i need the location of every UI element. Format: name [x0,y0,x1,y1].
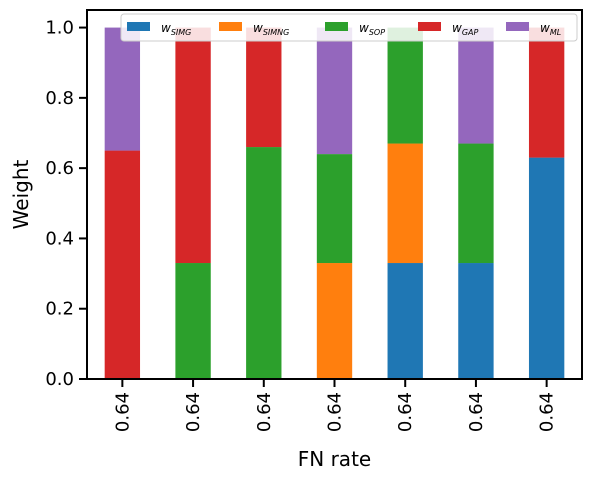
y-tick-label: 0.2 [45,299,74,320]
legend: wSIMG wSIMNG wSOP wGAP wML [120,13,578,42]
x-tick-label: 0.64 [112,392,133,432]
y-tick-label: 0.0 [45,369,74,390]
bar-ml-3 [316,27,353,155]
x-tick-label: 0.64 [183,392,204,432]
bar-sop-4 [387,27,423,144]
y-tick-label: 0.8 [45,88,74,109]
bar-simg-6 [528,157,565,379]
legend-swatch-sop [325,22,348,31]
legend-box [120,13,578,42]
x-tick-label: 0.64 [254,392,275,432]
legend-swatch-ml [506,22,529,31]
legend-label-ml: wML [540,21,561,37]
bar-sop-2 [246,147,282,379]
bar-simng-3 [316,263,353,379]
x-tick-label: 0.64 [466,392,487,432]
y-axis: 0.0 0.2 0.4 0.6 0.8 1.0 [45,18,87,390]
bar-gap-2 [246,27,282,148]
legend-label-simg: wSIMG [161,21,191,37]
bar-simng-4 [387,143,423,264]
bar-gap-0 [104,150,141,379]
x-tick-label: 0.64 [395,392,416,432]
y-tick-label: 0.6 [45,158,74,179]
y-tick-label: 0.4 [45,228,74,249]
bar-gap-1 [175,27,211,264]
bar-sop-1 [175,263,211,379]
x-tick-label: 0.64 [537,392,558,432]
bars-layer [104,27,565,379]
bar-sop-5 [458,143,494,264]
x-axis-label: FN rate [298,447,371,471]
bar-simg-4 [387,263,423,379]
legend-swatch-simng [219,22,242,31]
legend-label-gap: wGAP [452,21,479,37]
plot-frame [86,9,583,380]
x-tick-label: 0.64 [325,392,346,432]
y-axis-label: Weight [9,160,33,230]
x-axis: 0.64 0.64 0.64 0.64 0.64 0.64 0.64 [112,379,558,432]
bar-gap-6 [528,27,565,158]
y-tick-label: 1.0 [45,18,74,39]
bar-simg-5 [458,263,494,379]
legend-label-simng: wSIMNG [253,21,289,37]
bar-ml-5 [458,27,494,144]
legend-swatch-simg [127,22,150,31]
bar-ml-0 [104,27,141,151]
legend-swatch-gap [418,22,441,31]
bar-sop-3 [316,154,353,264]
legend-label-sop: wSOP [359,21,385,37]
